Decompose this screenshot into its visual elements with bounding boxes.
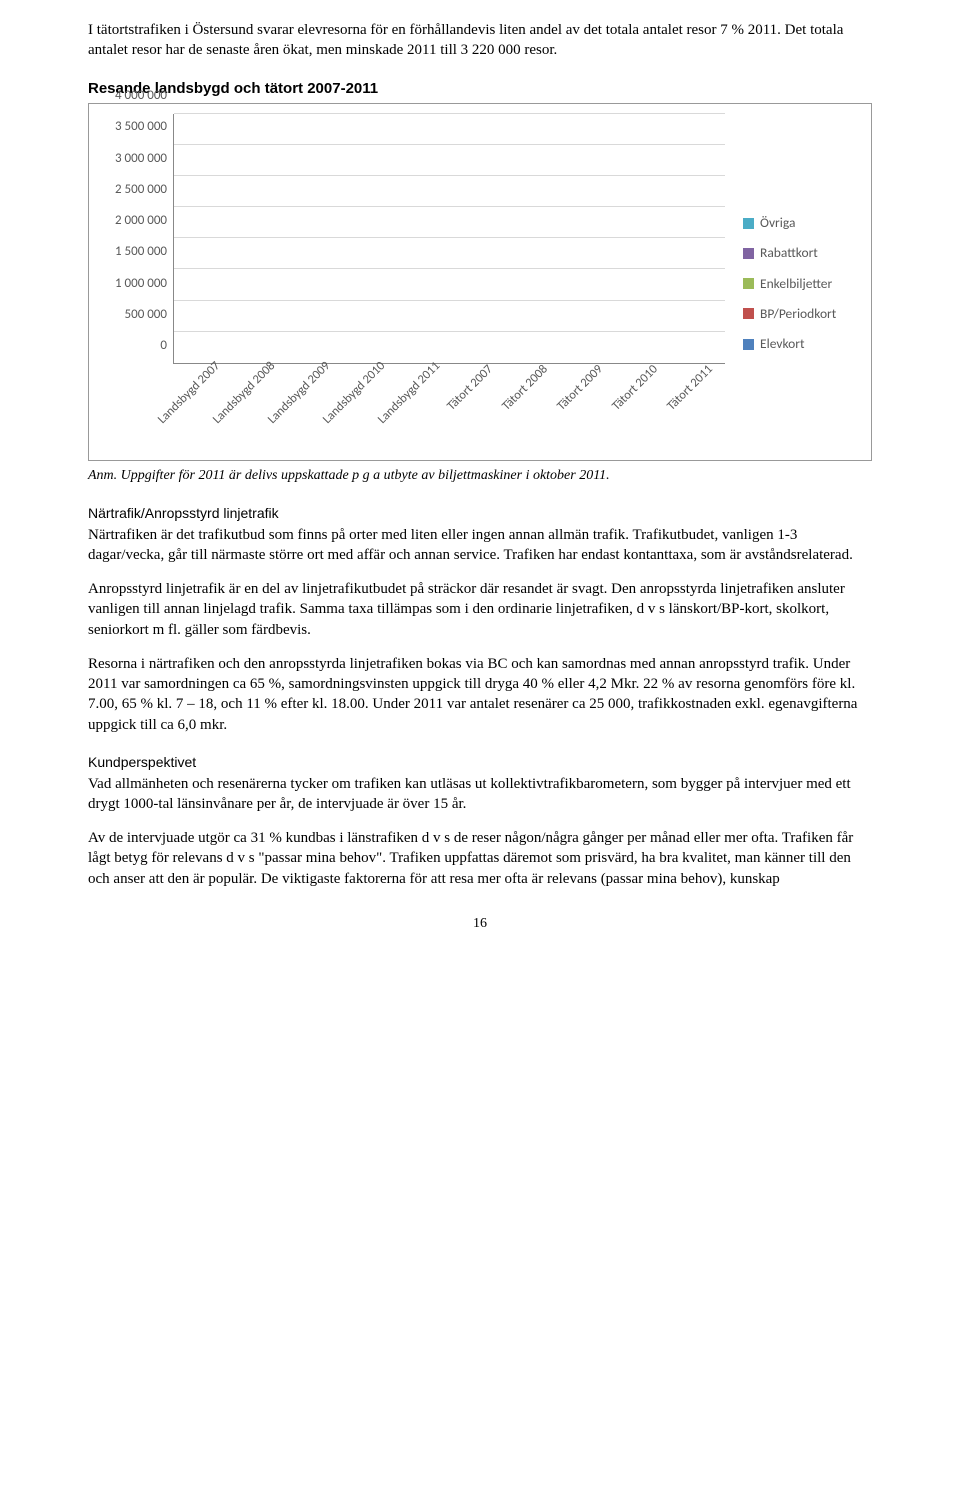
page-number: 16 [88,915,872,934]
nartrafik-heading: Närtrafik/Anropsstyrd linjetrafik [88,504,872,523]
ytick-label: 500 000 [125,306,167,324]
ytick-label: 1 500 000 [115,244,167,262]
legend-swatch [743,218,754,229]
chart-yaxis: 0 500 000 1 000 000 1 500 000 2 000 000 2 500… [99,114,173,364]
ytick-label: 4 000 000 [115,87,167,105]
legend-item: BP/Periodkort [743,305,861,323]
ytick-label: 1 000 000 [115,275,167,293]
chart-plot-area [173,114,725,364]
ytick-label: 3 500 000 [115,119,167,137]
legend-item: Övriga [743,214,861,232]
xtick-label: Tätort 2007 [444,361,497,414]
legend-swatch [743,308,754,319]
chart-caption: Anm. Uppgifter för 2011 är delivs uppska… [88,467,872,486]
intro-paragraph: I tätortstrafiken i Östersund svarar ele… [88,20,872,61]
ytick-label: 0 [160,337,167,355]
chart-legend: Övriga Rabattkort Enkelbiljetter BP/Periodk… [725,114,861,454]
chart-container: 0 500 000 1 000 000 1 500 000 2 000 000 2 500… [88,103,872,461]
legend-label: Rabattkort [760,244,818,262]
nartrafik-p2: Anropsstyrd linjetrafik är en del av lin… [88,579,872,640]
ytick-label: 3 000 000 [115,150,167,168]
legend-item: Rabattkort [743,244,861,262]
xtick-label: Tätort 2010 [609,361,662,414]
ytick-label: 2 000 000 [115,212,167,230]
kund-heading: Kundperspektivet [88,753,872,772]
legend-swatch [743,339,754,350]
ytick-label: 2 500 000 [115,181,167,199]
legend-swatch [743,248,754,259]
chart-title: Resande landsbygd och tätort 2007-2011 [88,79,872,99]
xtick-label: Tätort 2008 [499,361,552,414]
legend-label: BP/Periodkort [760,305,836,323]
kund-p2: Av de intervjuade utgör ca 31 % kundbas … [88,828,872,889]
legend-item: Elevkort [743,335,861,353]
xtick-label: Tätort 2011 [664,361,717,414]
kund-p1: Vad allmänheten och resenärerna tycker o… [88,774,872,815]
legend-item: Enkelbiljetter [743,275,861,293]
legend-label: Övriga [760,214,795,232]
nartrafik-p1: Närtrafiken är det trafikutbud som finns… [88,525,872,566]
legend-label: Enkelbiljetter [760,275,832,293]
xtick-label: Tätort 2009 [554,361,607,414]
chart-xaxis: Landsbygd 2007Landsbygd 2008Landsbygd 20… [99,366,725,454]
legend-label: Elevkort [760,335,804,353]
nartrafik-p3: Resorna i närtrafiken och den anropsstyr… [88,654,872,735]
legend-swatch [743,278,754,289]
